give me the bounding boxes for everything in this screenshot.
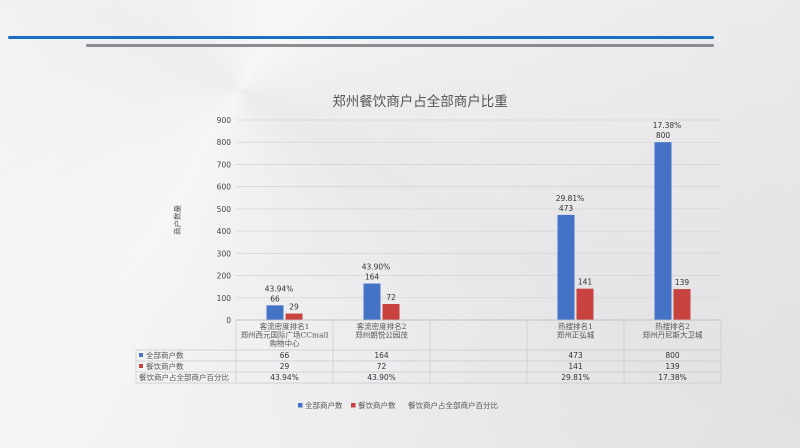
category-label: 购物中心 [270, 338, 300, 348]
bar-value-label: 139 [675, 278, 690, 287]
category-label: 郑州西元国际广场CCmall [241, 330, 329, 340]
bar-food-4 [673, 289, 691, 320]
y-tick-label: 300 [217, 249, 232, 258]
y-tick-label: 700 [217, 160, 232, 169]
table-cell: 43.90% [367, 373, 396, 382]
table-row-name: 全部商户数 [146, 350, 184, 360]
bar-food-0 [285, 313, 303, 320]
gridlines [236, 119, 721, 321]
category-label: 郑州丹尼斯大卫城 [643, 330, 703, 340]
bar-value-label: 141 [578, 278, 593, 287]
percent-label: 43.90% [362, 263, 391, 272]
table-row-name: 餐饮商户数 [146, 361, 184, 371]
bar-value-label: 66 [270, 294, 280, 303]
category-label: 热搜排名1 [558, 321, 593, 331]
table-cell: 72 [377, 362, 387, 371]
legend-entry: 全部商户数 [305, 400, 343, 410]
table-cell: 800 [665, 351, 680, 360]
y-tick-label: 800 [217, 138, 232, 147]
bar-all-3 [557, 214, 575, 320]
legend-entry: 餐饮商户数 [358, 400, 396, 410]
table-cell: 473 [568, 351, 583, 360]
table-cell: 17.38% [658, 373, 687, 382]
legend-entry: 餐饮商户占全部商户百分比 [408, 400, 498, 410]
table-cell: 139 [665, 362, 680, 371]
table-cell: 29.81% [561, 373, 590, 382]
category-label: 客流密度排名2 [357, 321, 407, 331]
y-tick-label: 600 [217, 183, 232, 192]
legend: 全部商户数 餐饮商户数 餐饮商户占全部商户百分比 [298, 400, 498, 410]
header-rule-blue [8, 36, 714, 39]
bar-value-label: 164 [365, 273, 380, 282]
table-row-marker [139, 353, 143, 357]
bar-value-label: 29 [289, 303, 299, 312]
percent-label: 43.94% [265, 284, 294, 293]
header-rule-gray [86, 44, 714, 47]
bar-value-label: 800 [656, 131, 671, 140]
y-tick-label: 200 [217, 272, 232, 281]
y-tick-label: 900 [217, 116, 232, 125]
percent-label: 29.81% [556, 194, 585, 203]
table-cell: 164 [374, 351, 389, 360]
table-row-marker [139, 364, 143, 368]
bar-value-label: 72 [386, 293, 396, 302]
y-tick-label: 500 [217, 205, 232, 214]
chart-title: 郑州餐饮商户占全部商户比重 [332, 93, 508, 110]
table-cell: 141 [568, 362, 583, 371]
y-tick-label: 0 [226, 316, 231, 325]
bar-food-3 [576, 288, 594, 320]
y-axis-ticks: 0 100 200 300 400 500 600 700 800 900 [217, 116, 232, 325]
bar-value-label: 473 [559, 204, 574, 213]
bars: 66 29 43.94% 164 72 43.90% 473 141 29.81% 800 139 1… [265, 121, 691, 320]
category-label: 郑州正弘城 [557, 330, 595, 340]
bar-all-4 [654, 142, 672, 320]
bar-food-1 [382, 304, 400, 320]
y-tick-label: 100 [217, 294, 232, 303]
percent-label: 17.38% [653, 121, 682, 130]
bar-all-1 [363, 283, 381, 320]
y-tick-label: 400 [217, 227, 232, 236]
legend-marker [351, 403, 356, 408]
y-axis-label: 商户数量 [172, 205, 182, 235]
category-label: 郑州朗悦公园茂 [355, 330, 408, 340]
table-row-name: 餐饮商户占全部商户百分比 [139, 372, 229, 382]
legend-marker [298, 403, 303, 408]
table-cell: 43.94% [270, 373, 299, 382]
table-cell: 66 [280, 351, 290, 360]
table-cell: 29 [280, 362, 290, 371]
bar-all-0 [266, 305, 284, 320]
category-label: 热搜排名2 [655, 321, 690, 331]
category-label: 客流密度排名1 [260, 321, 310, 331]
